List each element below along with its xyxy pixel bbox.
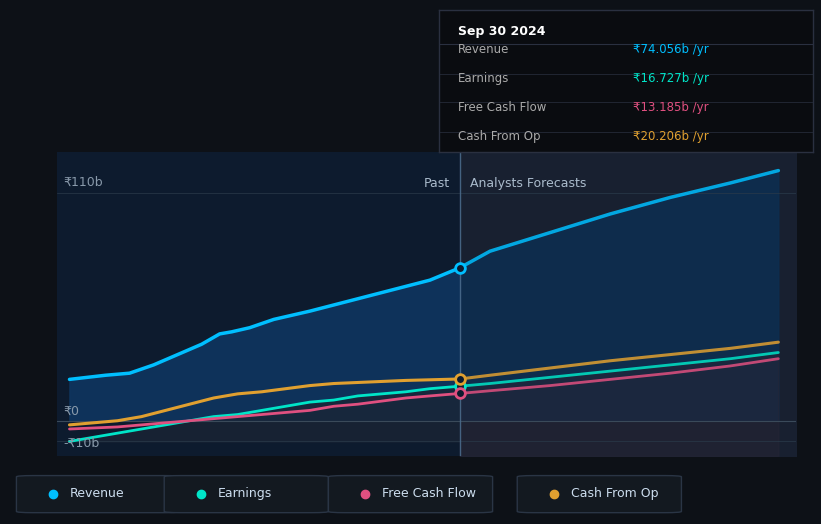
- Text: ₹16.727b /yr: ₹16.727b /yr: [634, 72, 709, 85]
- Text: Free Cash Flow: Free Cash Flow: [382, 487, 475, 500]
- FancyBboxPatch shape: [517, 476, 681, 512]
- Text: ₹20.206b /yr: ₹20.206b /yr: [634, 130, 709, 144]
- FancyBboxPatch shape: [16, 476, 181, 512]
- Text: Revenue: Revenue: [70, 487, 125, 500]
- Text: Earnings: Earnings: [218, 487, 272, 500]
- Text: Sep 30 2024: Sep 30 2024: [458, 25, 545, 38]
- Text: Analysts Forecasts: Analysts Forecasts: [470, 177, 586, 190]
- Text: Past: Past: [424, 177, 451, 190]
- Text: -₹10b: -₹10b: [63, 436, 99, 450]
- Text: ₹0: ₹0: [63, 405, 80, 418]
- FancyBboxPatch shape: [328, 476, 493, 512]
- Text: Earnings: Earnings: [458, 72, 509, 85]
- Text: Revenue: Revenue: [458, 43, 509, 56]
- Text: Free Cash Flow: Free Cash Flow: [458, 101, 546, 114]
- Text: Cash From Op: Cash From Op: [458, 130, 540, 144]
- FancyBboxPatch shape: [164, 476, 328, 512]
- Text: Cash From Op: Cash From Op: [571, 487, 658, 500]
- Text: ₹110b: ₹110b: [63, 176, 103, 189]
- Text: ₹74.056b /yr: ₹74.056b /yr: [634, 43, 709, 56]
- Text: ₹13.185b /yr: ₹13.185b /yr: [634, 101, 709, 114]
